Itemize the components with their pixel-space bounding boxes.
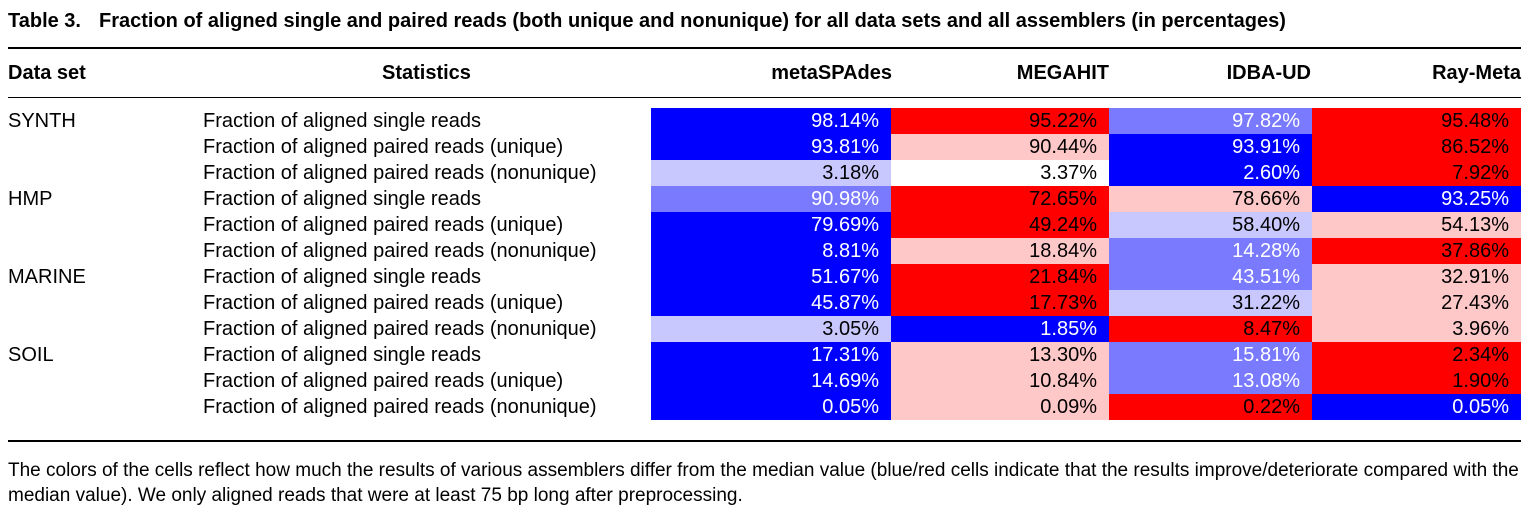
value-cell-idba-ud: 14.28% bbox=[1109, 238, 1312, 264]
table-row: Fraction of aligned paired reads (nonuni… bbox=[8, 394, 1521, 420]
value-cell-metaspades: 79.69% bbox=[651, 212, 891, 238]
value-cell-idba-ud: 8.47% bbox=[1109, 316, 1312, 342]
value-cell-metaspades: 98.14% bbox=[651, 108, 891, 134]
value-cell-megahit: 90.44% bbox=[891, 134, 1109, 160]
value-cell-idba-ud: 97.82% bbox=[1109, 108, 1312, 134]
statistic-cell: Fraction of aligned paired reads (nonuni… bbox=[203, 240, 597, 262]
header-dataset: Data set bbox=[8, 62, 86, 84]
value-cell-metaspades: 45.87% bbox=[651, 290, 891, 316]
value-cell-idba-ud: 58.40% bbox=[1109, 212, 1312, 238]
statistic-cell: Fraction of aligned single reads bbox=[203, 266, 481, 288]
value-cell-ray-meta: 0.05% bbox=[1312, 394, 1521, 420]
value-cell-ray-meta: 3.96% bbox=[1312, 316, 1521, 342]
value-cell-metaspades: 51.67% bbox=[651, 264, 891, 290]
value-cell-metaspades: 93.81% bbox=[651, 134, 891, 160]
value-cell-metaspades: 8.81% bbox=[651, 238, 891, 264]
table-row: Fraction of aligned paired reads (unique… bbox=[8, 212, 1521, 238]
value-cell-metaspades: 3.05% bbox=[651, 316, 891, 342]
value-cell-ray-meta: 95.48% bbox=[1312, 108, 1521, 134]
results-table: SYNTH Fraction of aligned single reads 98.… bbox=[8, 108, 1521, 420]
value-cell-megahit: 72.65% bbox=[891, 186, 1109, 212]
table-row: Fraction of aligned paired reads (unique… bbox=[8, 368, 1521, 394]
statistic-cell: Fraction of aligned paired reads (nonuni… bbox=[203, 396, 597, 418]
statistic-cell: Fraction of aligned single reads bbox=[203, 188, 481, 210]
value-cell-megahit: 13.30% bbox=[891, 342, 1109, 368]
value-cell-ray-meta: 1.90% bbox=[1312, 368, 1521, 394]
value-cell-ray-meta: 86.52% bbox=[1312, 134, 1521, 160]
table-row: Fraction of aligned paired reads (unique… bbox=[8, 290, 1521, 316]
value-cell-megahit: 95.22% bbox=[891, 108, 1109, 134]
statistic-cell: Fraction of aligned paired reads (unique… bbox=[203, 214, 564, 236]
statistic-cell: Fraction of aligned single reads bbox=[203, 110, 481, 132]
dataset-cell: HMP bbox=[8, 188, 53, 210]
value-cell-metaspades: 17.31% bbox=[651, 342, 891, 368]
dataset-cell: MARINE bbox=[8, 266, 86, 288]
table-label: Table 3. bbox=[8, 10, 81, 32]
table-row: SOIL Fraction of aligned single reads 17.3… bbox=[8, 342, 1521, 368]
statistic-cell: Fraction of aligned paired reads (unique… bbox=[203, 292, 564, 314]
value-cell-idba-ud: 0.22% bbox=[1109, 394, 1312, 420]
value-cell-idba-ud: 31.22% bbox=[1109, 290, 1312, 316]
value-cell-idba-ud: 13.08% bbox=[1109, 368, 1312, 394]
table-row: SYNTH Fraction of aligned single reads 98.… bbox=[8, 108, 1521, 134]
table-caption: Table 3. Fraction of aligned single and p… bbox=[8, 10, 1286, 33]
value-cell-ray-meta: 7.92% bbox=[1312, 160, 1521, 186]
table-row: Fraction of aligned paired reads (nonuni… bbox=[8, 238, 1521, 264]
header-megahit: MEGAHIT bbox=[1016, 62, 1109, 84]
statistic-cell: Fraction of aligned paired reads (nonuni… bbox=[203, 318, 597, 340]
table-row: HMP Fraction of aligned single reads 90.98… bbox=[8, 186, 1521, 212]
value-cell-megahit: 10.84% bbox=[891, 368, 1109, 394]
value-cell-megahit: 1.85% bbox=[891, 316, 1109, 342]
value-cell-ray-meta: 37.86% bbox=[1312, 238, 1521, 264]
value-cell-ray-meta: 54.13% bbox=[1312, 212, 1521, 238]
dataset-cell: SOIL bbox=[8, 344, 54, 366]
value-cell-idba-ud: 43.51% bbox=[1109, 264, 1312, 290]
value-cell-megahit: 17.73% bbox=[891, 290, 1109, 316]
value-cell-idba-ud: 2.60% bbox=[1109, 160, 1312, 186]
value-cell-megahit: 49.24% bbox=[891, 212, 1109, 238]
value-cell-megahit: 21.84% bbox=[891, 264, 1109, 290]
value-cell-idba-ud: 93.91% bbox=[1109, 134, 1312, 160]
table-row: Fraction of aligned paired reads (nonuni… bbox=[8, 316, 1521, 342]
value-cell-ray-meta: 93.25% bbox=[1312, 186, 1521, 212]
value-cell-ray-meta: 32.91% bbox=[1312, 264, 1521, 290]
header-metaspades: metaSPAdes bbox=[771, 62, 892, 84]
top-rule bbox=[8, 47, 1521, 49]
value-cell-idba-ud: 78.66% bbox=[1109, 186, 1312, 212]
table-row: Fraction of aligned paired reads (unique… bbox=[8, 134, 1521, 160]
statistic-cell: Fraction of aligned single reads bbox=[203, 344, 481, 366]
bottom-rule bbox=[8, 440, 1521, 442]
header-rule bbox=[8, 97, 1521, 98]
value-cell-ray-meta: 2.34% bbox=[1312, 342, 1521, 368]
dataset-cell: SYNTH bbox=[8, 110, 76, 132]
table-title: Fraction of aligned single and paired re… bbox=[99, 10, 1286, 32]
table-footnote: The colors of the cells reflect how much… bbox=[8, 460, 1519, 506]
value-cell-metaspades: 14.69% bbox=[651, 368, 891, 394]
value-cell-idba-ud: 15.81% bbox=[1109, 342, 1312, 368]
table-row: Fraction of aligned paired reads (nonuni… bbox=[8, 160, 1521, 186]
value-cell-megahit: 3.37% bbox=[891, 160, 1109, 186]
value-cell-megahit: 0.09% bbox=[891, 394, 1109, 420]
value-cell-metaspades: 3.18% bbox=[651, 160, 891, 186]
value-cell-megahit: 18.84% bbox=[891, 238, 1109, 264]
header-statistics: Statistics bbox=[382, 62, 471, 84]
value-cell-metaspades: 0.05% bbox=[651, 394, 891, 420]
statistic-cell: Fraction of aligned paired reads (unique… bbox=[203, 370, 564, 392]
statistic-cell: Fraction of aligned paired reads (nonuni… bbox=[203, 162, 597, 184]
statistic-cell: Fraction of aligned paired reads (unique… bbox=[203, 136, 564, 158]
header-ray-meta: Ray-Meta bbox=[1432, 62, 1521, 84]
value-cell-metaspades: 90.98% bbox=[651, 186, 891, 212]
header-idba-ud: IDBA-UD bbox=[1226, 62, 1311, 84]
table-row: MARINE Fraction of aligned single reads 51… bbox=[8, 264, 1521, 290]
value-cell-ray-meta: 27.43% bbox=[1312, 290, 1521, 316]
